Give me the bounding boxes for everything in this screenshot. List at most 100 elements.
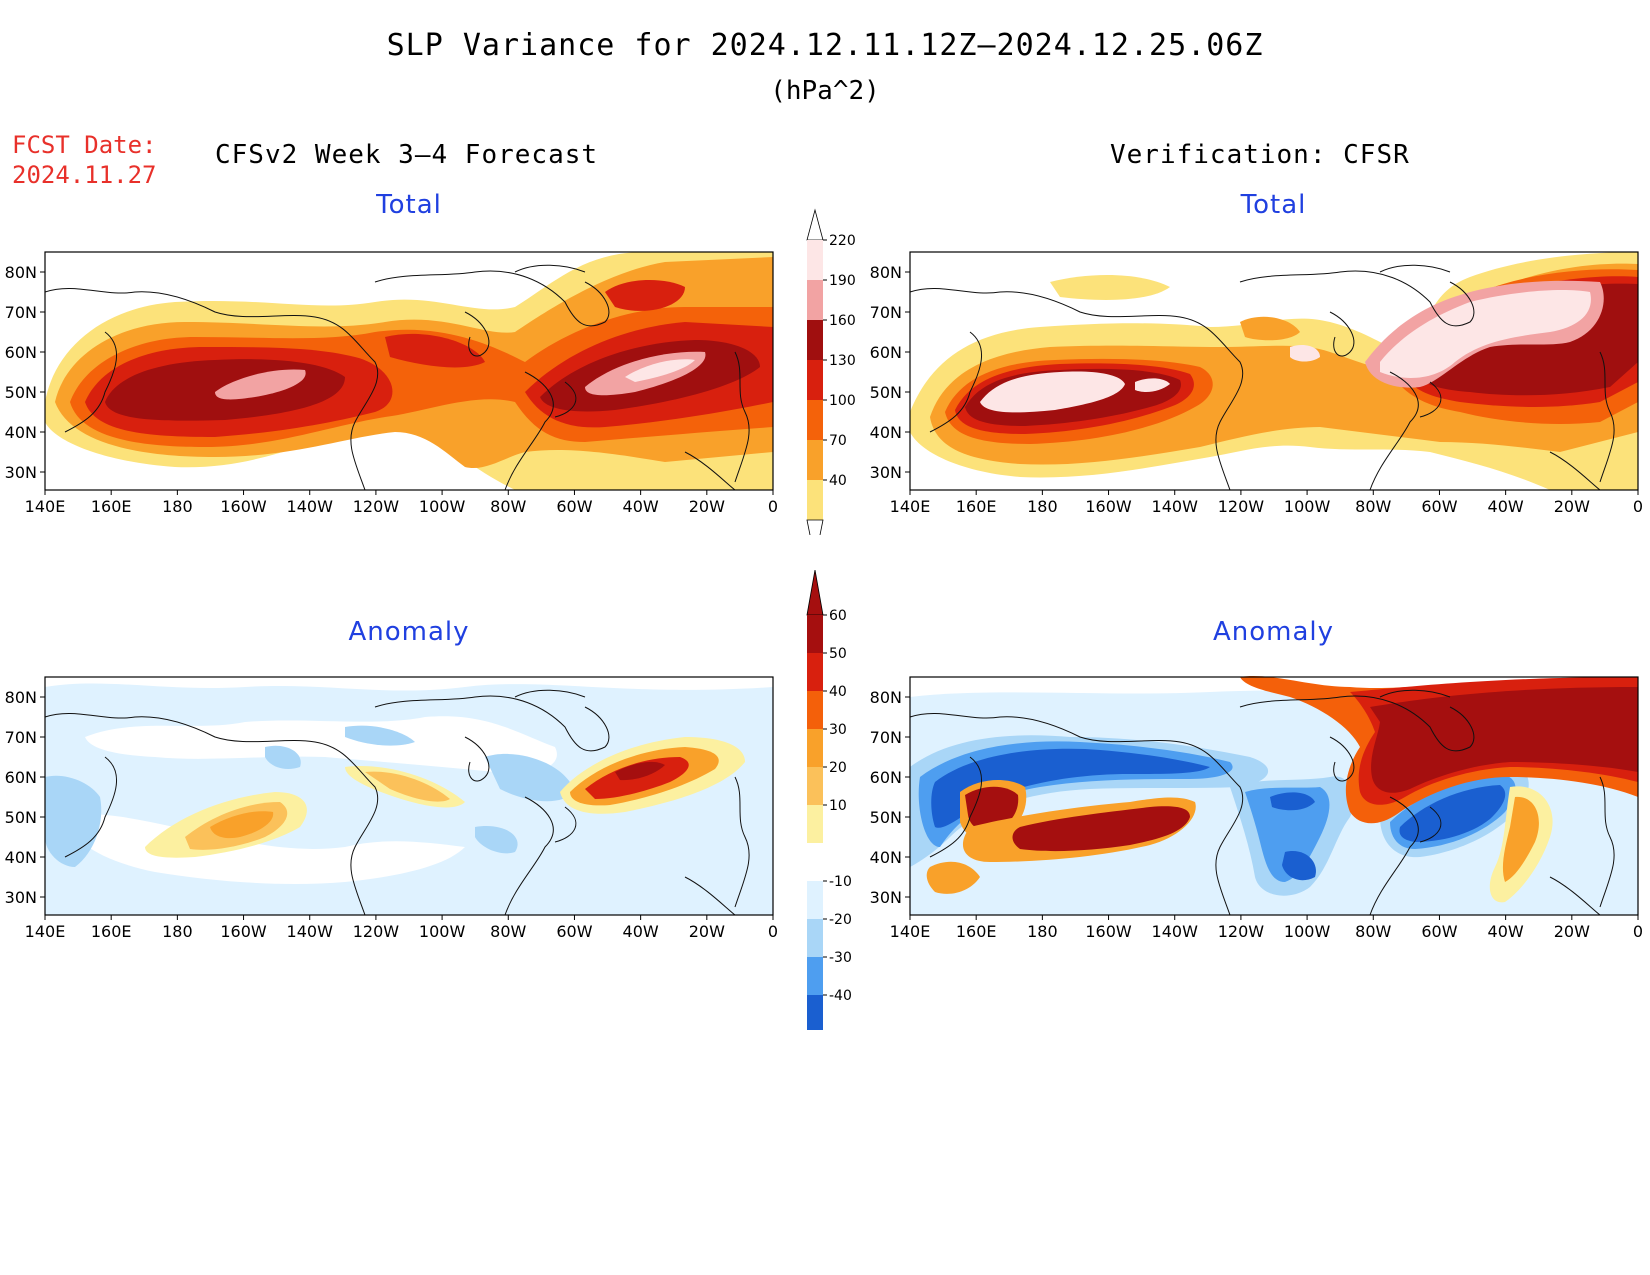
colorbar-label: 160 [829, 313, 856, 329]
lon-axis: 140E 160E 180 160W 140W 120W 100W 80W 60W 40W 20W 0 [890, 915, 1643, 941]
units-label: (hPa^2) [770, 76, 880, 106]
colorbar-swatch [807, 957, 823, 995]
colorbar-swatch [807, 729, 823, 767]
lat-tick-label: 40N [5, 848, 37, 867]
colorbar-swatch [807, 919, 823, 957]
lon-tick-label: 160E [91, 922, 132, 941]
panel-title-forecast-total: Total [376, 190, 442, 220]
main-title: SLP Variance for 2024.12.11.12Z–2024.12.… [386, 28, 1264, 63]
lat-tick-label: 50N [5, 808, 37, 827]
colorbar-label: 100 [829, 393, 856, 409]
panel-title-verification-total: Total [1240, 190, 1307, 220]
lon-tick-label: 100W [419, 497, 466, 516]
lat-tick-label: 40N [5, 423, 37, 442]
verification-total-map: 80N 70N 60N 50N 40N 30N 140E 160E 180 160W 140W 12… [870, 251, 1643, 516]
lat-tick-label: 80N [870, 688, 902, 707]
lat-tick-label: 80N [5, 688, 37, 707]
colorbar-swatch [807, 360, 823, 400]
lon-tick-label: 140W [1152, 922, 1199, 941]
variance-shading [910, 252, 1638, 490]
lon-tick-label: 140W [287, 922, 334, 941]
lat-axis: 80N 70N 60N 50N 40N 30N [870, 263, 910, 482]
colorbar-swatch [807, 240, 823, 280]
lon-tick-label: 160W [220, 922, 267, 941]
lon-axis: 140E 160E 180 160W 140W 120W 100W 80W 60W 40W 20W 0 [25, 490, 778, 516]
lon-tick-label: 160E [91, 497, 132, 516]
lat-tick-label: 70N [870, 728, 902, 747]
colorbar-swatch [807, 653, 823, 691]
colorbar-swatch [807, 615, 823, 653]
lat-tick-label: 60N [5, 343, 37, 362]
colorbar-label: -30 [829, 950, 852, 966]
panel-title-verification-anomaly: Anomaly [1212, 617, 1335, 647]
colorbar-swatch [807, 881, 823, 919]
forecast-heading: CFSv2 Week 3–4 Forecast [215, 140, 599, 170]
forecast-anomaly-map: 80N 70N 60N 50N 40N 30N 140E 160E 180 160W 140W 12… [5, 676, 778, 941]
lon-tick-label: 40W [623, 497, 659, 516]
lon-tick-label: 0 [1633, 922, 1643, 941]
lon-tick-label: 60W [1421, 497, 1457, 516]
colorbar-swatch [807, 320, 823, 360]
lat-tick-label: 30N [870, 888, 902, 907]
lat-tick-label: 60N [870, 768, 902, 787]
panel-title-forecast-anomaly: Anomaly [348, 617, 470, 647]
lon-tick-label: 100W [419, 922, 466, 941]
lon-tick-label: 20W [1554, 922, 1590, 941]
colorbar-label: 40 [829, 473, 847, 489]
lat-tick-label: 50N [870, 808, 902, 827]
lon-tick-label: 160W [1085, 497, 1132, 516]
fcst-date-label: FCST Date: [12, 131, 157, 159]
colorbar-label: 70 [829, 433, 847, 449]
anomaly-shading [910, 675, 1638, 915]
colorbar-swatch [807, 691, 823, 729]
lon-tick-label: 80W [1355, 922, 1391, 941]
lon-tick-label: 40W [623, 922, 659, 941]
anomaly-shading [45, 683, 773, 915]
lon-tick-label: 20W [689, 497, 725, 516]
lat-tick-label: 30N [870, 463, 902, 482]
colorbar-swatch [807, 805, 823, 843]
lon-tick-label: 180 [162, 497, 193, 516]
colorbar-label: 60 [829, 608, 847, 624]
colorbar-swatch [807, 843, 823, 881]
colorbar-swatch [807, 400, 823, 440]
colorbar-label: 20 [829, 760, 847, 776]
lat-tick-label: 80N [5, 263, 37, 282]
lat-tick-label: 80N [870, 263, 902, 282]
lat-tick-label: 70N [5, 303, 37, 322]
lon-tick-label: 140E [890, 497, 931, 516]
lon-tick-label: 120W [353, 497, 400, 516]
lon-tick-label: 100W [1284, 922, 1331, 941]
colorbar-label: 40 [829, 684, 847, 700]
lon-tick-label: 80W [490, 497, 526, 516]
lon-tick-label: 160E [956, 497, 997, 516]
map-frame [909, 251, 1639, 491]
fcst-date-block: FCST Date: 2024.11.27 [12, 130, 157, 190]
lon-tick-label: 0 [768, 922, 778, 941]
lat-tick-label: 30N [5, 888, 37, 907]
lon-tick-label: 40W [1488, 922, 1524, 941]
lat-axis: 80N 70N 60N 50N 40N 30N [870, 688, 910, 907]
colorbar-swatch [807, 480, 823, 520]
lon-axis: 140E 160E 180 160W 140W 120W 100W 80W 60W 40W 20W 0 [25, 915, 778, 941]
lon-tick-label: 160E [956, 922, 997, 941]
colorbar-swatch [807, 440, 823, 480]
colorbar-swatch [807, 280, 823, 320]
lat-axis: 80N 70N 60N 50N 40N 30N [5, 263, 45, 482]
lat-tick-label: 60N [5, 768, 37, 787]
lon-tick-label: 0 [768, 497, 778, 516]
colorbar-label: 50 [829, 646, 847, 662]
lon-tick-label: 120W [353, 922, 400, 941]
map-frame [44, 676, 774, 916]
lon-tick-label: 80W [490, 922, 526, 941]
colorbar-label: 220 [829, 233, 856, 249]
lon-tick-label: 20W [1554, 497, 1590, 516]
coastlines [44, 264, 750, 491]
lon-tick-label: 140E [890, 922, 931, 941]
lon-tick-label: 140E [25, 497, 66, 516]
lat-tick-label: 50N [5, 383, 37, 402]
variance-shading [45, 252, 773, 490]
colorbar-label: -20 [829, 912, 852, 928]
lon-tick-label: 180 [162, 922, 193, 941]
verification-anomaly-map: 80N 70N 60N 50N 40N 30N 140E 160E 180 160W 140W 12… [870, 675, 1643, 941]
